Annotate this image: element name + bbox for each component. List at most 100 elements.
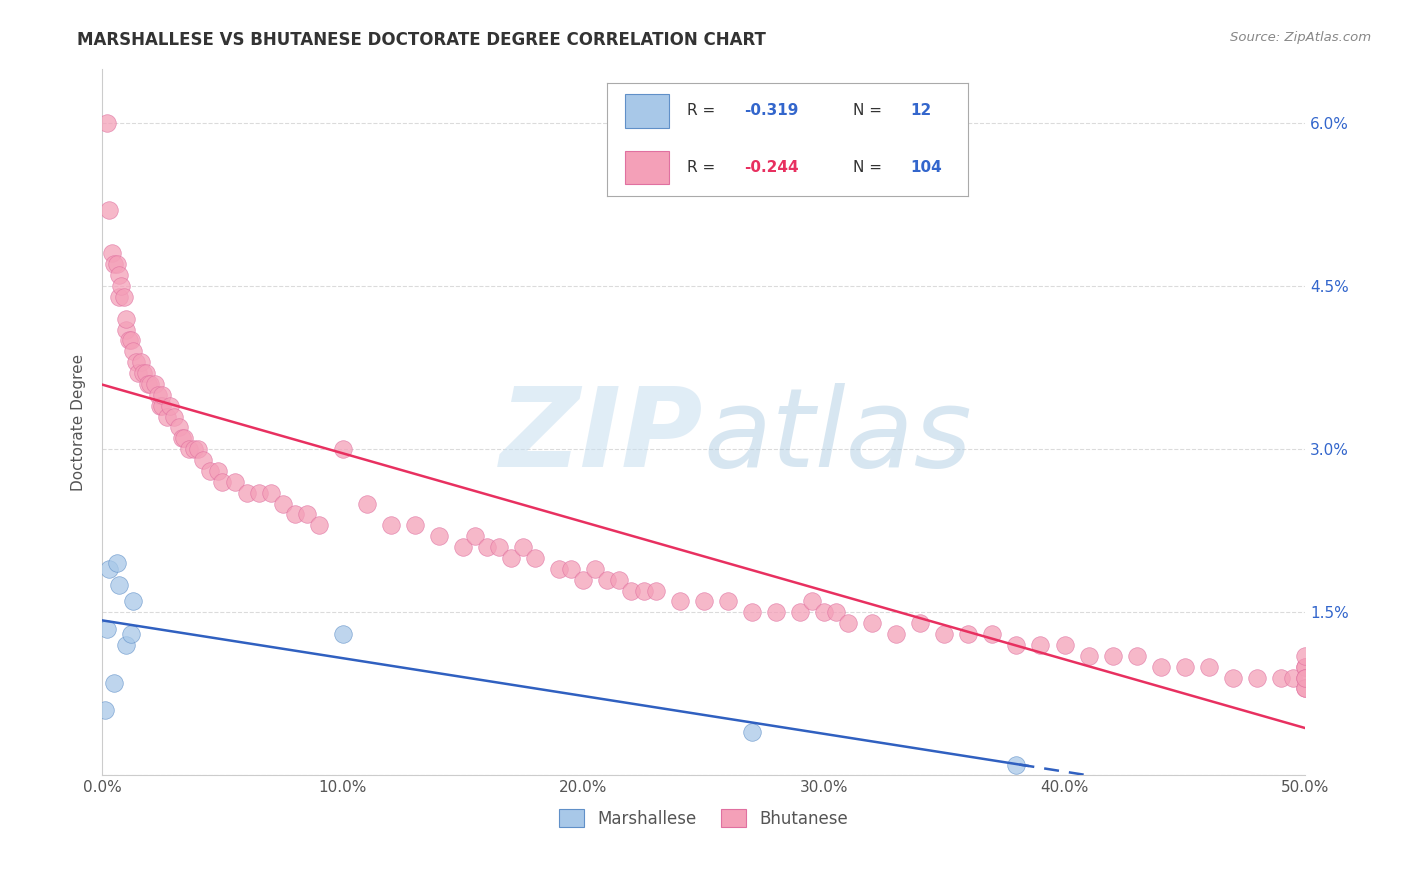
Point (981, 627, 1004, 641)
Point (105, 257, 128, 271)
Point (284, 508, 307, 522)
Text: Source: ZipAtlas.com: Source: ZipAtlas.com (1230, 31, 1371, 45)
Point (1125, 648, 1147, 663)
Point (118, 334, 141, 348)
Point (451, 540, 474, 554)
Point (120, 627, 142, 641)
Point (146, 388, 169, 402)
Point (800, 594, 823, 608)
Point (1294, 659, 1316, 673)
Point (112, 290, 135, 304)
Point (103, 676, 125, 690)
Point (187, 442, 209, 457)
Point (103, 257, 125, 271)
Point (105, 557, 128, 571)
Point (156, 409, 179, 424)
Point (1005, 757, 1028, 772)
Point (98, 202, 121, 217)
Point (765, 605, 787, 619)
Point (177, 442, 200, 457)
Point (908, 616, 931, 631)
Point (668, 594, 690, 608)
Point (1150, 659, 1173, 673)
Point (127, 366, 149, 380)
Point (789, 605, 811, 619)
Point (1077, 648, 1099, 663)
Point (170, 431, 193, 445)
Point (108, 578, 131, 592)
Point (1270, 671, 1292, 685)
Point (163, 409, 186, 424)
Point (332, 627, 354, 641)
Point (136, 376, 159, 391)
Point (150, 399, 173, 413)
Text: atlas: atlas (703, 383, 973, 490)
Point (512, 540, 534, 554)
Point (1294, 671, 1316, 685)
Point (609, 573, 631, 587)
Point (1005, 638, 1028, 652)
Point (572, 573, 595, 587)
Point (620, 583, 643, 598)
Point (741, 725, 763, 739)
Point (596, 573, 619, 587)
Point (560, 562, 582, 576)
Point (115, 322, 138, 336)
Point (380, 518, 402, 533)
Point (193, 453, 215, 467)
Point (149, 399, 172, 413)
Point (125, 355, 148, 369)
Point (1294, 671, 1316, 685)
Point (96, 622, 118, 636)
Point (235, 485, 257, 500)
Point (211, 475, 233, 489)
Point (1029, 638, 1052, 652)
Point (150, 388, 173, 402)
Point (692, 594, 714, 608)
Point (837, 616, 859, 631)
Point (93, 703, 115, 717)
Point (167, 420, 190, 434)
Point (308, 518, 330, 533)
Point (427, 529, 450, 543)
Point (488, 540, 510, 554)
Point (957, 627, 980, 641)
Point (115, 311, 138, 326)
Point (464, 529, 486, 543)
Point (1294, 681, 1316, 696)
Point (134, 366, 156, 380)
Point (356, 497, 378, 511)
Point (475, 540, 498, 554)
Point (108, 268, 131, 282)
Point (1294, 659, 1316, 673)
Point (98, 562, 121, 576)
Point (741, 605, 763, 619)
Point (501, 551, 523, 566)
Point (1294, 681, 1316, 696)
Point (633, 583, 655, 598)
Point (159, 399, 181, 413)
Point (332, 442, 354, 457)
Point (132, 366, 155, 380)
Point (583, 562, 606, 576)
Point (271, 497, 294, 511)
Point (96, 116, 118, 130)
Point (120, 334, 142, 348)
Point (1294, 648, 1316, 663)
Point (934, 627, 956, 641)
Point (295, 508, 318, 522)
Point (825, 605, 848, 619)
Point (644, 583, 666, 598)
Point (860, 616, 883, 631)
Point (129, 355, 152, 369)
Point (404, 518, 426, 533)
Point (122, 344, 145, 359)
Point (548, 562, 571, 576)
Text: ZIP: ZIP (501, 383, 703, 490)
Point (139, 376, 162, 391)
Point (884, 627, 907, 641)
Point (717, 594, 740, 608)
Point (524, 551, 547, 566)
Point (200, 464, 222, 478)
Point (1101, 648, 1123, 663)
